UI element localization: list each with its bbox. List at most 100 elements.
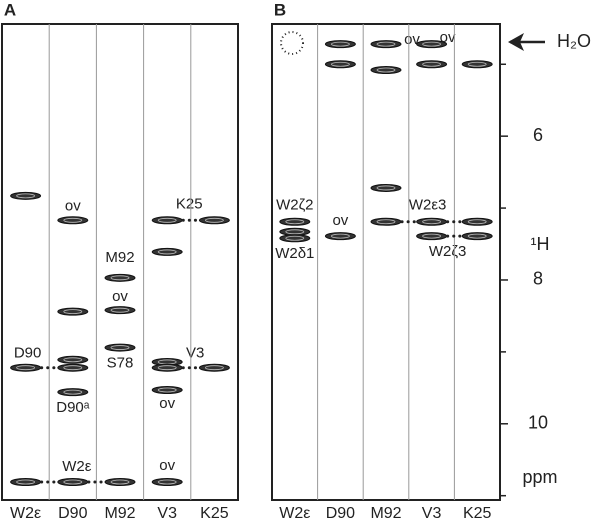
strip-label: V3 — [422, 505, 442, 522]
peak — [57, 307, 89, 316]
peak-contour — [151, 385, 183, 394]
peak-contour — [285, 229, 305, 235]
peak-label: V3 — [186, 345, 204, 362]
peak-contour — [376, 67, 396, 73]
peak-contour — [57, 388, 89, 397]
axis-annotation: ¹H — [531, 234, 550, 254]
peak-contour — [104, 306, 136, 315]
peak-contour — [198, 216, 230, 225]
peak-contour — [63, 217, 83, 223]
peak-contour — [16, 193, 36, 199]
peak-contour — [422, 219, 442, 225]
peak — [151, 216, 183, 225]
peak — [279, 227, 311, 236]
panel-frame — [271, 23, 501, 501]
peak — [198, 363, 230, 372]
peak-contour — [151, 247, 183, 256]
peak — [104, 306, 136, 315]
peak — [151, 363, 183, 372]
axis-annotation: H₂O — [557, 31, 591, 51]
peak-contour — [370, 183, 402, 192]
peak-contour — [279, 227, 311, 236]
strip-label: D90 — [58, 505, 87, 522]
peak-contour — [376, 219, 396, 225]
peak-contour — [157, 479, 177, 485]
peak-contour — [10, 478, 42, 487]
peak — [461, 217, 493, 226]
peak-contour — [104, 478, 136, 487]
peak-contour — [330, 61, 350, 67]
peak-contour — [110, 275, 130, 281]
peak-contour — [63, 389, 83, 395]
peak-label: ov — [112, 288, 128, 305]
peak-contour — [370, 66, 402, 75]
peak — [370, 40, 402, 49]
strip-label: M92 — [104, 505, 135, 522]
peak-label: ov — [65, 197, 81, 214]
peak-contour — [151, 216, 183, 225]
peak-label: K25 — [176, 195, 203, 212]
peak-contour — [204, 365, 224, 371]
peak — [104, 343, 136, 352]
peak-contour — [63, 479, 83, 485]
peak-contour — [416, 40, 448, 49]
peak-label: W2δ1 — [275, 245, 314, 262]
peak-contour — [416, 60, 448, 69]
strip-label: D90 — [326, 505, 355, 522]
peak-contour — [110, 479, 130, 485]
peak — [324, 232, 356, 241]
peak-contour — [376, 41, 396, 47]
panel-title: A — [4, 0, 16, 19]
peak — [10, 363, 42, 372]
peak-contour — [279, 234, 311, 243]
peak-contour — [416, 232, 448, 241]
strip-label: M92 — [370, 505, 401, 522]
peak-contour — [157, 249, 177, 255]
peak — [370, 217, 402, 226]
peak-contour — [330, 233, 350, 239]
peak — [104, 273, 136, 282]
strip-label: K25 — [463, 505, 492, 522]
water-marker — [280, 31, 545, 55]
peak-contour — [370, 217, 402, 226]
peak-contour — [324, 60, 356, 69]
peak-contour — [57, 363, 89, 372]
peak — [57, 363, 89, 372]
peak — [151, 478, 183, 487]
peak — [151, 247, 183, 256]
peak — [279, 234, 311, 243]
peak — [57, 388, 89, 397]
peak-label: ov — [332, 212, 348, 229]
strip-label: W2ε — [279, 505, 310, 522]
peak-label: ov — [440, 29, 456, 46]
peak-contour — [279, 217, 311, 226]
peak-contour — [110, 307, 130, 313]
peak-contour — [461, 232, 493, 241]
peak-label: ov — [159, 457, 175, 474]
peak-contour — [10, 191, 42, 200]
peak-contour — [376, 185, 396, 191]
peak — [324, 60, 356, 69]
peak-contour — [467, 219, 487, 225]
peak — [198, 216, 230, 225]
peak-contour — [467, 233, 487, 239]
peak-label: ov — [159, 395, 175, 412]
peak-contour — [10, 363, 42, 372]
strip-label: K25 — [200, 505, 229, 522]
peak-contour — [57, 216, 89, 225]
y-tick-label: 6 — [533, 125, 543, 145]
peak-contour — [110, 345, 130, 350]
peak-label: W2ζ3 — [429, 243, 466, 260]
peak-contour — [330, 41, 350, 47]
peak-contour — [422, 41, 442, 47]
peak-contour — [16, 479, 36, 485]
peak-contour — [198, 363, 230, 372]
strip-label: W2ε — [10, 505, 41, 522]
peak — [10, 191, 42, 200]
peak-contour — [157, 387, 177, 393]
peak-contour — [57, 478, 89, 487]
peak-contour — [104, 343, 136, 352]
peak-contour — [461, 217, 493, 226]
peak-contour — [63, 309, 83, 315]
